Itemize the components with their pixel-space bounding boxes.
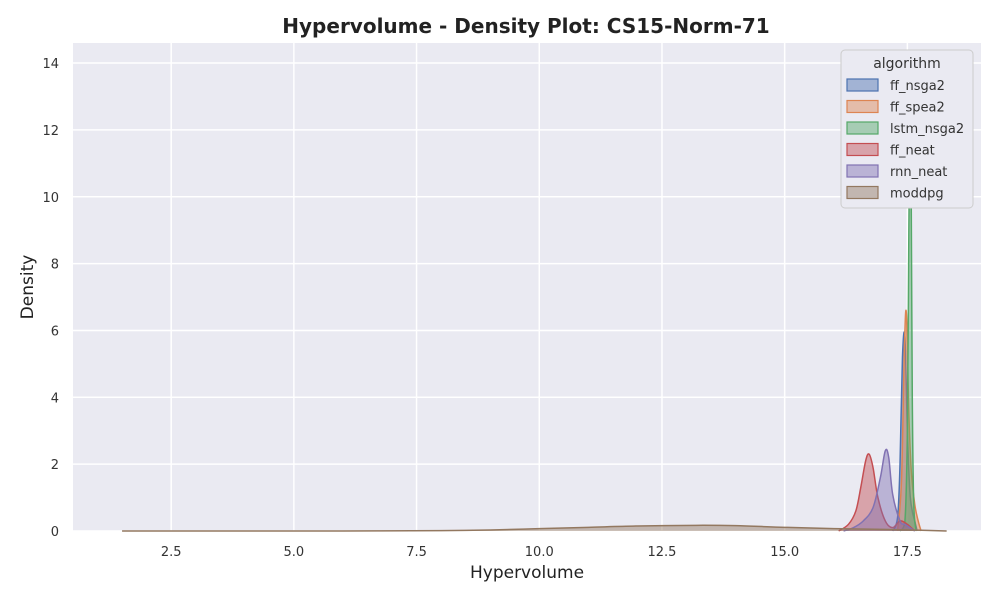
density-area-rnn_neat: [843, 449, 915, 531]
legend-label-ff_neat: ff_neat: [890, 144, 935, 159]
density-area-ff_nsga2: [892, 332, 918, 531]
y-tick-label: 0: [51, 525, 59, 540]
legend-label-ff_nsga2: ff_nsga2: [890, 79, 945, 94]
legend-box: [840, 49, 974, 209]
density-line-moddpg: [122, 524, 947, 532]
x-axis-label: Hypervolume: [470, 563, 584, 583]
legend-swatch-ff_spea2: [846, 99, 879, 114]
legend-swatch-moddpg: [846, 185, 879, 200]
legend-swatch-ff_neat: [846, 142, 879, 157]
x-tick-label: 5.0: [284, 545, 305, 560]
x-tick-label: 17.5: [893, 545, 922, 560]
density-line-ff_nsga2: [891, 331, 918, 532]
density-line-rnn_neat: [843, 448, 916, 532]
y-axis-label: Density: [18, 255, 38, 320]
legend: algorithm ff_nsga2 ff_spea2 lstm_nsga2 ff_n…: [840, 49, 974, 209]
density-area-ff_spea2: [897, 310, 922, 531]
legend-label-ff_spea2: ff_spea2: [890, 101, 945, 116]
x-tick-label: 12.5: [647, 545, 676, 560]
legend-label-moddpg: moddpg: [890, 187, 944, 202]
y-tick-label: 12: [42, 124, 59, 139]
y-tick-label: 14: [42, 57, 59, 72]
y-tick-label: 8: [51, 258, 59, 273]
x-tick-label: 10.0: [525, 545, 554, 560]
legend-label-lstm_nsga2: lstm_nsga2: [890, 122, 964, 137]
legend-swatch-rnn_neat: [846, 164, 879, 178]
series-layer: [122, 135, 947, 532]
legend-title: algorithm: [873, 56, 941, 72]
chart-title: Hypervolume - Density Plot: CS15-Norm-71: [282, 14, 769, 38]
y-tick-label: 10: [42, 191, 59, 206]
x-tick-label: 2.5: [161, 545, 182, 560]
y-tick-label: 6: [51, 324, 59, 339]
x-tick-label: 7.5: [406, 545, 427, 560]
y-tick-labels: 0 2 4 6 8 10 12 14: [42, 57, 59, 540]
legend-swatch-lstm_nsga2: [846, 121, 879, 135]
plot-area: [73, 43, 981, 531]
x-tick-labels: 2.5 5.0 7.5 10.0 12.5 15.0 17.5: [161, 545, 922, 560]
y-tick-label: 4: [51, 391, 59, 406]
x-tick-label: 15.0: [770, 545, 799, 560]
density-area-moddpg: [122, 525, 947, 531]
legend-label-rnn_neat: rnn_neat: [890, 165, 947, 180]
y-tick-label: 2: [51, 458, 59, 473]
legend-swatch-ff_nsga2: [846, 78, 879, 92]
